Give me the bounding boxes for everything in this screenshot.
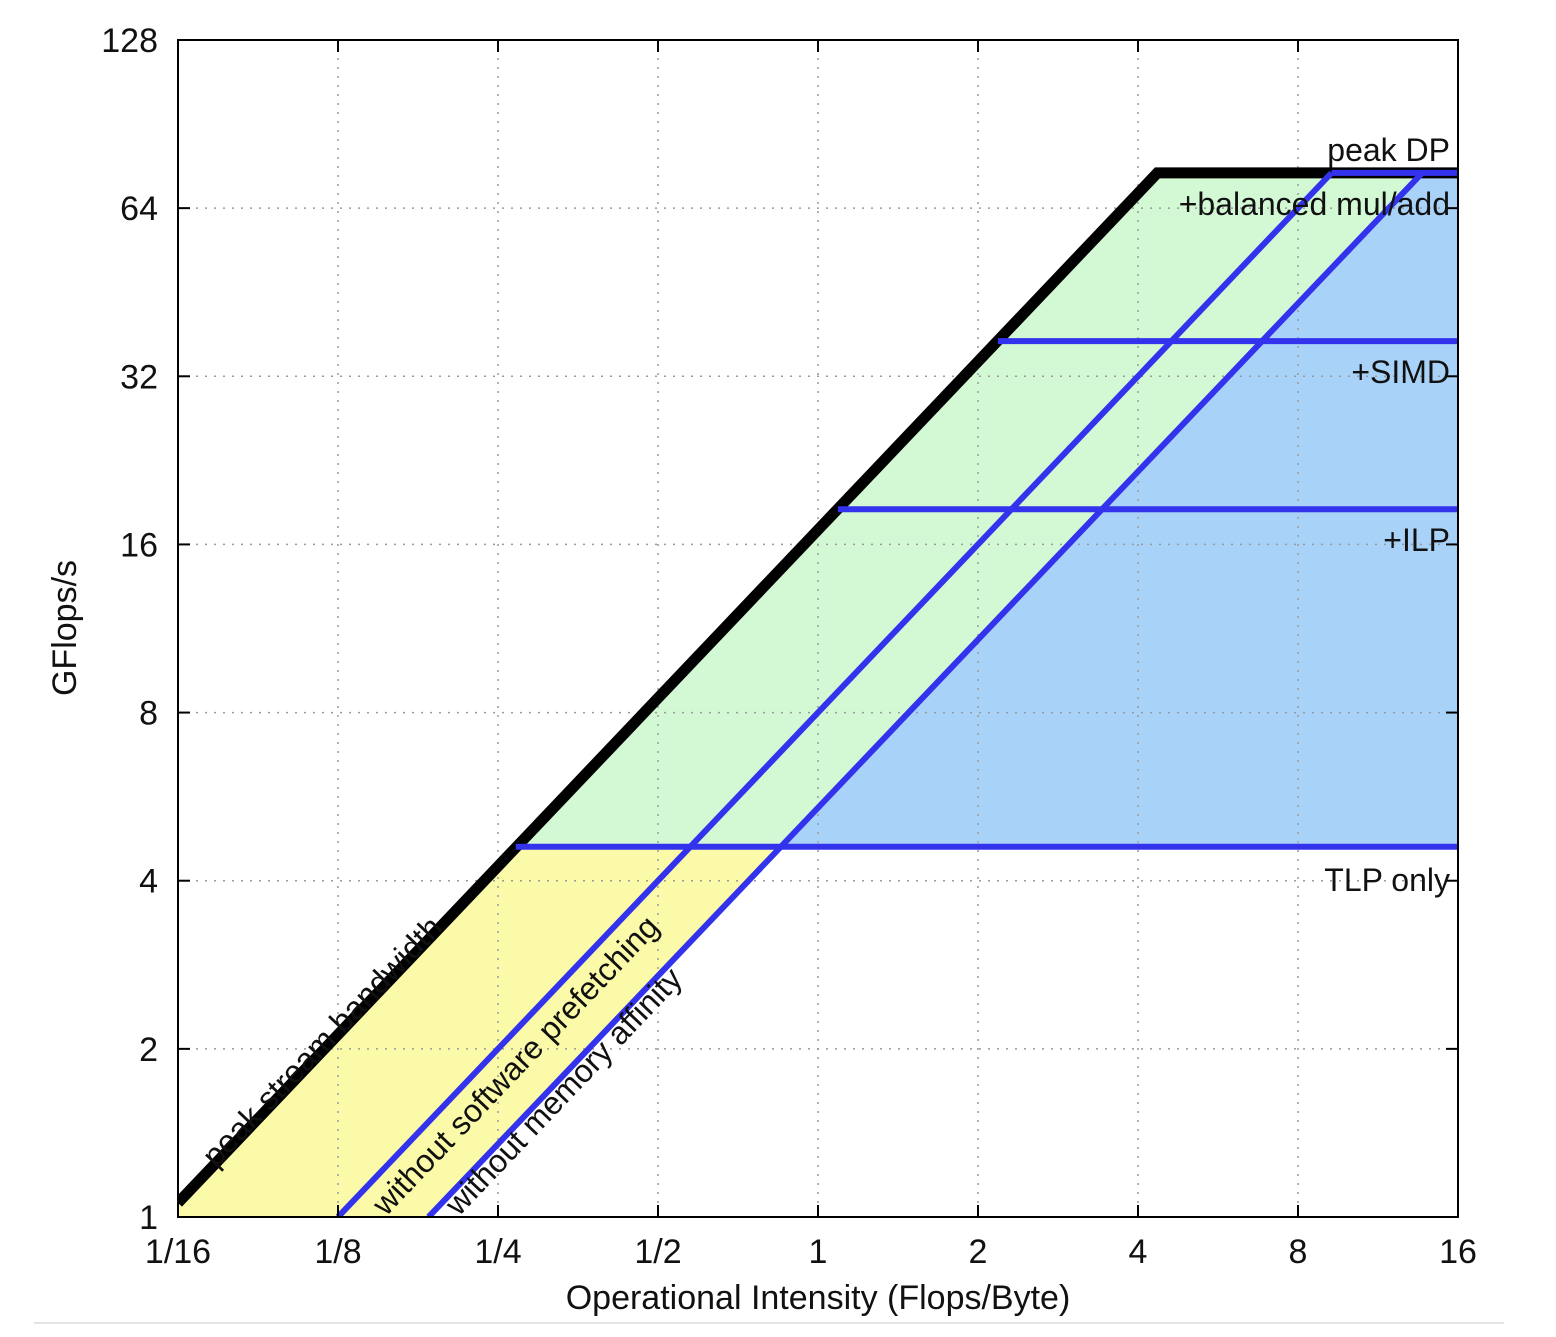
y-tick-label: 128 — [101, 22, 158, 60]
compute-ceiling-label: +ILP — [1383, 522, 1450, 558]
bottom-divider — [34, 1322, 1504, 1324]
x-tick-label: 1 — [809, 1233, 828, 1271]
x-tick-label: 8 — [1289, 1233, 1308, 1271]
x-axis-label: Operational Intensity (Flops/Byte) — [566, 1279, 1071, 1317]
y-tick-label: 1 — [139, 1199, 158, 1237]
y-axis-label: GFlops/s — [46, 560, 84, 696]
y-tick-label: 64 — [120, 190, 158, 228]
compute-ceiling-label: +balanced mul/add — [1179, 186, 1450, 222]
y-tick-label: 8 — [139, 695, 158, 733]
x-tick-label: 1/2 — [634, 1233, 681, 1271]
y-tick-label: 2 — [139, 1031, 158, 1069]
x-tick-label: 4 — [1129, 1233, 1148, 1271]
x-tick-label: 1/4 — [474, 1233, 521, 1271]
x-tick-label: 2 — [969, 1233, 988, 1271]
region-memory-bound — [178, 846, 781, 1217]
y-tick-label: 16 — [120, 526, 158, 564]
compute-ceiling-label: +SIMD — [1351, 354, 1450, 390]
y-tick-label: 4 — [139, 863, 158, 901]
y-tick-label: 32 — [120, 358, 158, 396]
x-tick-label: 16 — [1439, 1233, 1477, 1271]
x-tick-label: 1/8 — [314, 1233, 361, 1271]
series-line-without-memory-affinity — [426, 170, 1425, 1217]
compute-ceiling-label: TLP only — [1324, 862, 1450, 898]
x-tick-label: 1/16 — [145, 1233, 211, 1271]
series-line-without-software-prefetching — [335, 170, 1334, 1217]
compute-ceiling-label: peak DP — [1327, 132, 1450, 168]
